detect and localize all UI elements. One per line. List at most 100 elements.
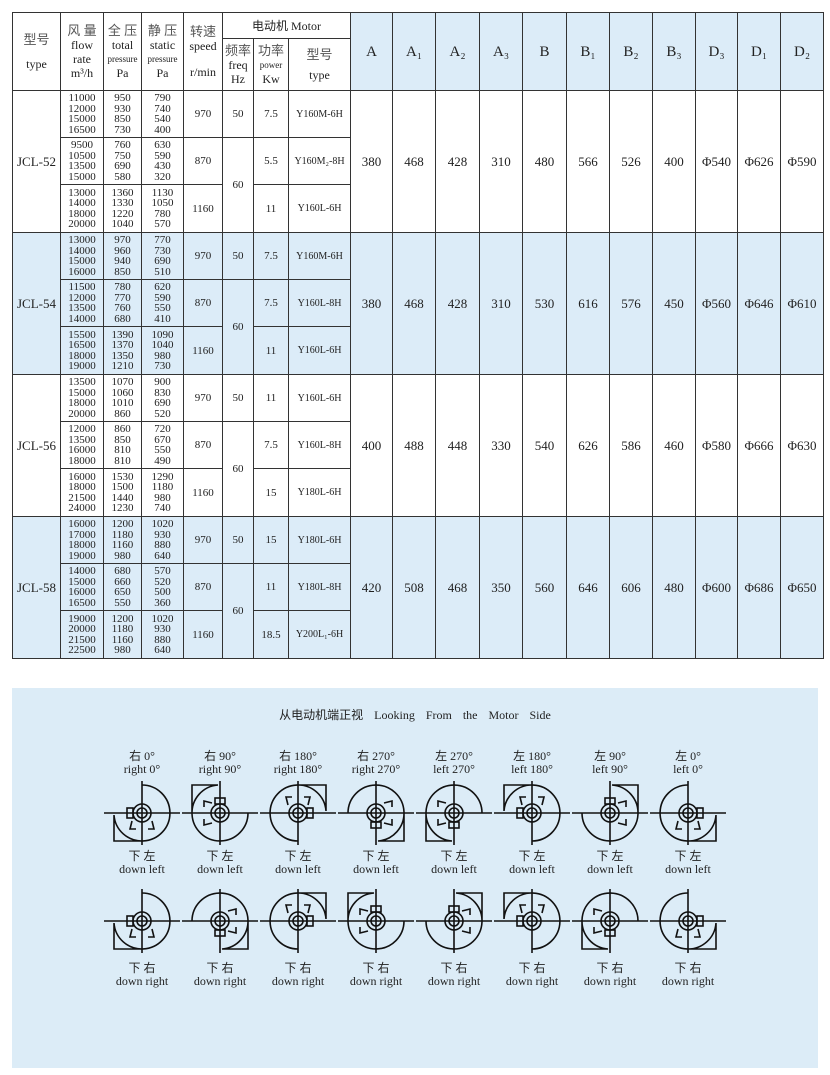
- dimension-cell: 420: [350, 516, 394, 659]
- dimension-cell: 400: [652, 90, 697, 233]
- dimension-cell: Φ590: [780, 90, 825, 233]
- table-row: JCL-58 16000 17000 18000 19000 1200 1180 1…: [12, 516, 825, 659]
- rotation-option: 下 右 down right: [492, 884, 572, 988]
- dimension-cell: 530: [522, 232, 568, 375]
- outlet-cn-label: 下 右: [440, 961, 468, 975]
- freq-cell: 60: [222, 421, 254, 517]
- freq-cell: 60: [222, 137, 254, 233]
- power-cell: 11: [253, 184, 289, 233]
- freq-cell: 60: [222, 279, 254, 375]
- dimension-cell: 310: [479, 90, 524, 233]
- rotation-option: 左 90° left 90° 下 左 down left: [570, 750, 650, 876]
- power-cell: 7.5: [253, 279, 289, 327]
- outlet-cn-label: 下 右: [674, 961, 702, 975]
- dimension-cell: 460: [652, 374, 697, 517]
- dimension-cell: Φ686: [737, 516, 782, 659]
- motor-type-cell: Y200L₁-6H: [287, 610, 352, 659]
- flow-cell: 13000 14000 18000 20000: [60, 184, 104, 233]
- header-dim: B₁: [566, 12, 611, 91]
- header-dim: A₃: [479, 12, 524, 91]
- table-row: JCL-56 13500 15000 18000 20000 1070 1060 1…: [12, 374, 825, 517]
- rotation-option: 左 270° left 270° 下 左 down left: [414, 750, 494, 876]
- power-cell: 7.5: [253, 421, 289, 469]
- model-cell: JCL-58: [12, 516, 61, 659]
- fan-rotation-icon: [650, 781, 726, 845]
- static-pressure-cell: 900 830 690 520: [141, 374, 184, 422]
- rotation-en-label: right 0°: [123, 762, 161, 776]
- flow-cell: 16000 18000 21500 24000: [60, 468, 104, 517]
- power-cell: 18.5: [253, 610, 289, 659]
- dimension-cell: 560: [522, 516, 568, 659]
- static-pressure-cell: 1020 930 880 640: [141, 610, 184, 659]
- rotation-option: 下 右 down right: [180, 884, 260, 988]
- outlet-en-label: down right: [505, 974, 559, 988]
- dimension-cell: 508: [392, 516, 437, 659]
- power-cell: 11: [253, 563, 289, 611]
- outlet-en-label: down right: [661, 974, 715, 988]
- dimension-cell: 616: [566, 232, 611, 375]
- dimension-cell: 350: [479, 516, 524, 659]
- outlet-cn-label: 下 右: [518, 961, 546, 975]
- outlet-en-label: down left: [119, 862, 165, 876]
- fan-rotation-icon: [182, 889, 258, 953]
- outlet-en-label: down right: [115, 974, 169, 988]
- fan-rotation-icon: [260, 889, 336, 953]
- flow-cell: 9500 10500 13500 15000: [60, 137, 104, 185]
- table-row: 9500 10500 13500 15000 760 750 690 580 630…: [13, 137, 824, 233]
- static-pressure-cell: 790 740 540 400: [141, 90, 184, 138]
- freq-cell: 50: [222, 232, 254, 280]
- rotation-diagram-panel: 从电动机端正视 Looking From the Motor Side 右 0°…: [12, 688, 818, 1068]
- header-dim: A₂: [435, 12, 481, 91]
- outlet-cn-label: 下 右: [206, 961, 234, 975]
- header-static-pressure: 静 压 static pressure Pa: [141, 12, 184, 91]
- total-pressure-cell: 1200 1180 1160 980: [103, 516, 142, 564]
- static-pressure-cell: 770 730 690 510: [141, 232, 184, 280]
- header-dim: B₃: [652, 12, 697, 91]
- dimension-cell: Φ646: [737, 232, 782, 375]
- dimension-cell: 468: [435, 516, 481, 659]
- dimension-cell: 330: [479, 374, 524, 517]
- motor-type-cell: Y160L-8H: [287, 279, 352, 327]
- flow-cell: 11000 12000 15000 16500: [60, 90, 104, 138]
- fan-rotation-icon: [104, 889, 180, 953]
- fan-rotation-icon: [572, 889, 648, 953]
- header-motor-type: 型号 type: [287, 38, 352, 91]
- outlet-cn-label: 下 左: [596, 849, 624, 863]
- flow-cell: 13500 15000 18000 20000: [60, 374, 104, 422]
- dimension-cell: 310: [479, 232, 524, 375]
- outlet-cn-label: 下 右: [128, 961, 156, 975]
- power-cell: 15: [253, 468, 289, 517]
- speed-cell: 870: [183, 279, 223, 327]
- freq-cell: 60: [222, 563, 254, 659]
- header-dim: D₃: [695, 12, 739, 91]
- total-pressure-cell: 1200 1180 1160 980: [103, 610, 142, 659]
- rotation-en-label: right 270°: [351, 762, 401, 776]
- dimension-cell: Φ540: [695, 90, 739, 233]
- outlet-cn-label: 下 右: [596, 961, 624, 975]
- total-pressure-cell: 1360 1330 1220 1040: [103, 184, 142, 233]
- outlet-cn-label: 下 左: [674, 849, 702, 863]
- total-pressure-cell: 1530 1500 1440 1230: [103, 468, 142, 517]
- header-speed: 转速 speed r/min: [183, 12, 223, 91]
- outlet-en-label: down right: [583, 974, 637, 988]
- header-dim: B₂: [609, 12, 654, 91]
- rotation-cn-label: 左 270°: [435, 749, 473, 763]
- header-dim: D₂: [780, 12, 825, 91]
- fan-rotation-icon: [338, 889, 414, 953]
- fan-rotation-icon: [494, 889, 570, 953]
- outlet-en-label: down right: [427, 974, 481, 988]
- dimension-cell: Φ560: [695, 232, 739, 375]
- total-pressure-cell: 680 660 650 550: [103, 563, 142, 611]
- total-pressure-cell: 970 960 940 850: [103, 232, 142, 280]
- dimension-cell: 380: [350, 232, 394, 375]
- rotation-option: 左 180° left 180° 下 左 down left: [492, 750, 572, 876]
- table-row: JCL-52 11000 12000 15000 16500 950 930 850…: [12, 90, 825, 233]
- outlet-cn-label: 下 右: [362, 961, 390, 975]
- dimension-cell: 428: [435, 90, 481, 233]
- dimension-cell: 626: [566, 374, 611, 517]
- table-row: 16000 18000 21500 24000 1530 1500 1440 12…: [13, 468, 824, 517]
- rotation-en-label: left 270°: [433, 762, 475, 776]
- flow-cell: 15500 16500 18000 19000: [60, 326, 104, 375]
- total-pressure-cell: 950 930 850 730: [103, 90, 142, 138]
- outlet-en-label: down left: [431, 862, 477, 876]
